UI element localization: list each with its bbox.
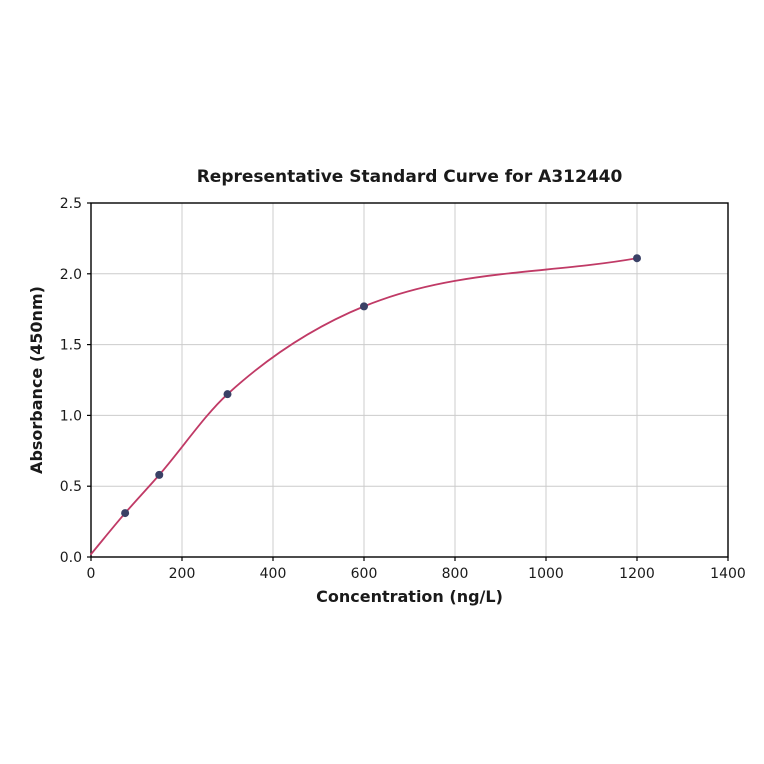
data-points: [121, 254, 641, 518]
x-tick-label: 200: [169, 566, 196, 582]
x-tick-label: 1000: [528, 566, 564, 582]
grid-lines: [90, 202, 729, 558]
x-tick-label: 1200: [619, 566, 655, 582]
axis-ticks: 0 200 400 600 800 1000 1200 1400 0.0 0.5 1.0 1.5 2.0…: [60, 196, 746, 582]
data-point: [155, 470, 164, 479]
y-tick-label: 1.5: [60, 338, 82, 354]
y-axis-label: Absorbance (450nm): [27, 286, 46, 474]
y-tick-label: 2.0: [60, 267, 82, 283]
x-tick-label: 1400: [710, 566, 746, 582]
data-point: [633, 254, 641, 263]
x-tick-label: 0: [87, 566, 96, 582]
y-tick-label: 0.5: [60, 479, 82, 495]
y-tick-label: 0.0: [60, 550, 82, 566]
x-tick-label: 400: [260, 566, 287, 582]
data-point: [223, 390, 232, 399]
y-tick-label: 2.5: [60, 196, 82, 212]
x-tick-label: 800: [442, 566, 469, 582]
data-point: [121, 509, 130, 518]
chart-title: Representative Standard Curve for A31244…: [197, 167, 623, 187]
plot-border: [90, 202, 729, 558]
data-point: [360, 302, 368, 311]
y-tick-label: 1.0: [60, 408, 82, 424]
x-tick-label: 600: [351, 566, 378, 582]
x-axis-label: Concentration (ng/L): [316, 587, 503, 606]
